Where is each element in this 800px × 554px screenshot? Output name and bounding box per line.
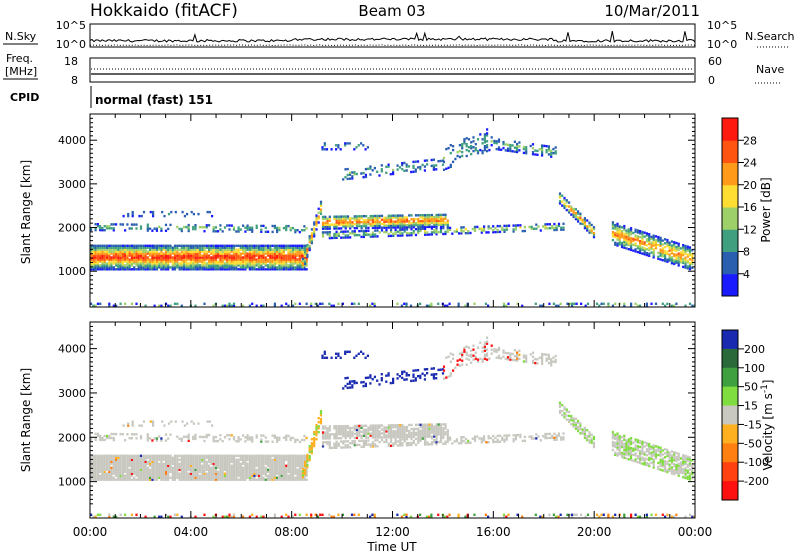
x-tick-label: 00:00 xyxy=(73,525,108,539)
velocity-colorbar-swatch xyxy=(722,443,738,463)
velocity-panel xyxy=(89,321,696,519)
velocity-colorbar-tick-label: -100 xyxy=(744,456,769,469)
cpid-value: normal (fast) 151 xyxy=(95,93,213,107)
noise-sky-trace xyxy=(89,31,696,43)
power-ylabel: Slant Range [km] xyxy=(19,160,33,264)
velocity-colorbar-tick-label: 15 xyxy=(744,400,758,413)
velocity-ytick-label: 4000 xyxy=(58,343,86,356)
power-data-cells xyxy=(90,128,695,307)
freq-nave-panel xyxy=(89,57,696,83)
power-colorbar-tick-label: 24 xyxy=(743,157,757,170)
noise-tick-low-left: 10^0 xyxy=(56,38,86,51)
nsearch-label: N.Search xyxy=(745,30,795,43)
noise-tick-high-left: 10^5 xyxy=(56,19,86,32)
velocity-colorbar-tick-label: 50 xyxy=(744,381,758,394)
nave-tick-low: 0 xyxy=(708,74,715,87)
nave-label: Nave xyxy=(756,63,784,76)
noise-tick-low-right: 10^0 xyxy=(707,38,737,51)
noise-search-trace xyxy=(90,44,696,47)
power-colorbar-tick-label: 16 xyxy=(743,201,757,214)
power-colorbar-swatch xyxy=(722,251,738,275)
nsky-label: N.Sky xyxy=(5,30,37,43)
date-label: 10/Mar/2011 xyxy=(604,2,700,20)
power-colorbar-swatch xyxy=(722,207,738,230)
velocity-colorbar-swatch xyxy=(722,367,738,388)
power-ytick-label: 3000 xyxy=(58,178,86,191)
power-panel xyxy=(89,113,696,308)
x-tick-label: 04:00 xyxy=(174,525,209,539)
x-tick-label: 20:00 xyxy=(577,525,612,539)
power-colorbar-swatch xyxy=(722,273,738,297)
power-colorbar-tick-label: 28 xyxy=(743,134,757,147)
power-ytick-label: 4000 xyxy=(58,134,86,147)
velocity-colorbar-tick-label: 200 xyxy=(744,343,765,356)
power-colorbar-swatch xyxy=(722,229,738,252)
velocity-colorbar-swatch xyxy=(722,462,738,482)
x-tick-label: 08:00 xyxy=(274,525,309,539)
velocity-colorbar-swatch xyxy=(722,405,738,425)
freq-unit: [MHz] xyxy=(5,65,37,78)
velocity-colorbar-label: Velocity [m s-1] xyxy=(760,380,775,471)
velocity-colorbar-swatch xyxy=(722,424,738,444)
velocity-colorbar-tick-label: 100 xyxy=(744,362,765,375)
velocity-colorbar-swatch xyxy=(722,330,738,350)
freq-tick-high: 18 xyxy=(64,55,78,68)
power-colorbar: 4 8 12 16 20 24 28 xyxy=(721,117,757,297)
velocity-ytick-label: 3000 xyxy=(58,387,86,400)
freq-label: Freq. xyxy=(6,52,33,65)
x-tick-label: 16:00 xyxy=(476,525,511,539)
velocity-colorbar-swatch xyxy=(722,386,738,407)
x-tick-label: 12:00 xyxy=(375,525,410,539)
velocity-colorbar: 200 100 50 15 -15 -50 -100 -200 xyxy=(721,329,769,501)
velocity-ytick-label: 2000 xyxy=(58,431,86,444)
freq-tick-low: 8 xyxy=(71,74,78,87)
power-colorbar-tick-label: 8 xyxy=(743,246,750,259)
station-title: Hokkaido (fitACF) xyxy=(90,1,238,21)
velocity-colorbar-swatch xyxy=(722,348,738,369)
noise-panel xyxy=(89,23,696,48)
power-colorbar-label: Power [dB] xyxy=(759,177,773,242)
velocity-ytick-label: 1000 xyxy=(58,476,86,489)
power-ytick-label: 1000 xyxy=(58,265,86,278)
power-colorbar-swatch xyxy=(722,184,738,208)
power-colorbar-tick-label: 4 xyxy=(743,268,750,281)
velocity-colorbar-tick-label: -200 xyxy=(744,475,769,488)
velocity-data-cells xyxy=(90,336,695,518)
power-colorbar-swatch xyxy=(722,140,738,163)
power-colorbar-swatch xyxy=(722,162,738,186)
x-tick-label: 00:00 xyxy=(678,525,713,539)
power-colorbar-tick-label: 12 xyxy=(743,223,757,236)
power-colorbar-swatch xyxy=(722,118,738,141)
beam-label: Beam 03 xyxy=(358,2,425,20)
velocity-colorbar-tick-label: -15 xyxy=(744,418,762,431)
power-colorbar-tick-label: 20 xyxy=(743,179,757,192)
cpid-label: CPID xyxy=(10,91,39,104)
velocity-colorbar-swatch xyxy=(722,481,738,501)
nave-tick-high: 60 xyxy=(708,55,722,68)
velocity-colorbar-tick-label: -50 xyxy=(744,437,762,450)
power-ytick-label: 2000 xyxy=(58,222,86,235)
velocity-ylabel: Slant Range [km] xyxy=(19,368,33,472)
noise-tick-high-right: 10^5 xyxy=(707,19,737,32)
x-axis-label: Time UT xyxy=(366,540,417,554)
